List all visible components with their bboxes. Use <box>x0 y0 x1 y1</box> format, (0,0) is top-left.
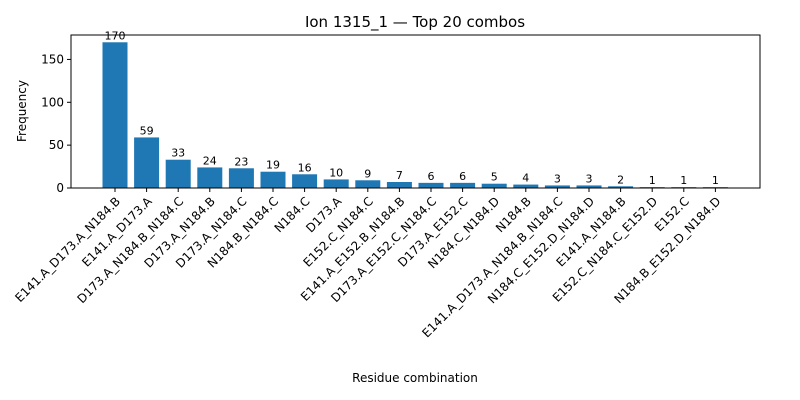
bar <box>418 182 444 188</box>
bar <box>197 167 223 188</box>
y-tick-label: 0 <box>56 181 64 195</box>
bar <box>513 184 539 188</box>
bar <box>608 186 634 188</box>
data-label: 6 <box>428 170 435 183</box>
bar <box>134 137 160 188</box>
y-tick-label: 50 <box>49 138 64 152</box>
y-tick-label: 100 <box>41 95 64 109</box>
data-label: 2 <box>617 173 624 186</box>
data-label: 5 <box>491 171 498 184</box>
data-label: 16 <box>298 161 312 174</box>
data-label: 6 <box>459 170 466 183</box>
x-axis: E141.A_D173.A_N184.BE141.A_D173.AD173.A_… <box>12 188 724 340</box>
data-label: 33 <box>171 147 185 160</box>
bar <box>355 180 381 188</box>
data-label: 4 <box>522 172 529 185</box>
bar <box>323 179 349 188</box>
bars-group <box>102 42 728 188</box>
data-label: 3 <box>586 172 593 185</box>
data-label: 1 <box>680 174 687 187</box>
bar <box>228 168 254 188</box>
x-axis-label: Residue combination <box>352 371 478 385</box>
y-axis: 0 50 100 150 <box>41 52 71 195</box>
bar <box>165 159 191 188</box>
chart-title: Ion 1315_1 — Top 20 combos <box>305 13 525 32</box>
bar <box>450 182 476 188</box>
data-label: 170 <box>105 29 126 42</box>
data-label: 9 <box>364 167 371 180</box>
data-label: 7 <box>396 169 403 182</box>
data-label: 24 <box>203 154 217 167</box>
data-label: 19 <box>266 159 280 172</box>
bar <box>386 182 412 188</box>
data-label: 3 <box>554 172 561 185</box>
data-label: 1 <box>712 174 719 187</box>
bar <box>102 42 128 188</box>
bar <box>576 185 602 188</box>
data-label: 59 <box>140 124 154 137</box>
plot-frame <box>70 34 761 189</box>
bar <box>544 185 570 188</box>
bar <box>260 171 286 188</box>
data-label: 1 <box>649 174 656 187</box>
y-axis-label: Frequency <box>15 80 29 142</box>
data-label: 10 <box>329 166 343 179</box>
bar <box>292 174 318 188</box>
bar <box>481 183 507 188</box>
y-tick-label: 150 <box>41 52 64 66</box>
data-label: 23 <box>234 155 248 168</box>
